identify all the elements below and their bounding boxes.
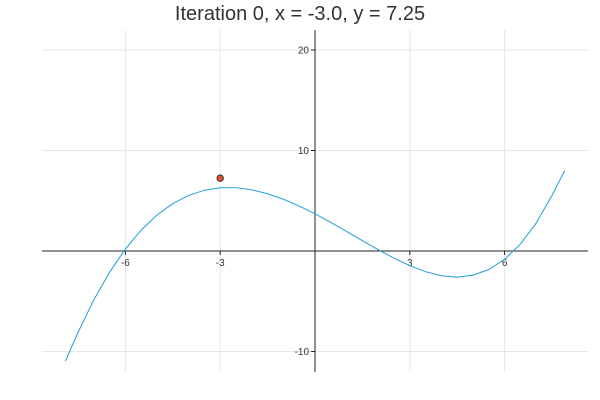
- y-tick-label: 20: [298, 46, 310, 57]
- x-tick-label: 6: [502, 258, 508, 269]
- x-tick-label: -6: [121, 258, 130, 269]
- x-tick-label: -3: [216, 258, 225, 269]
- axes: [42, 30, 588, 372]
- series-line: [64, 170, 566, 362]
- y-tick-label: 10: [298, 146, 310, 157]
- series-layer: [64, 170, 566, 362]
- highlight-layer: [216, 174, 224, 182]
- x-tick-label: 3: [407, 258, 413, 269]
- y-tick-label: -10: [295, 347, 310, 358]
- tick-labels: -6 -3 3 6 -10 10 20: [121, 46, 508, 359]
- current-point-marker: [216, 174, 224, 182]
- chart-title: Iteration 0, x = -3.0, y = 7.25: [175, 3, 425, 25]
